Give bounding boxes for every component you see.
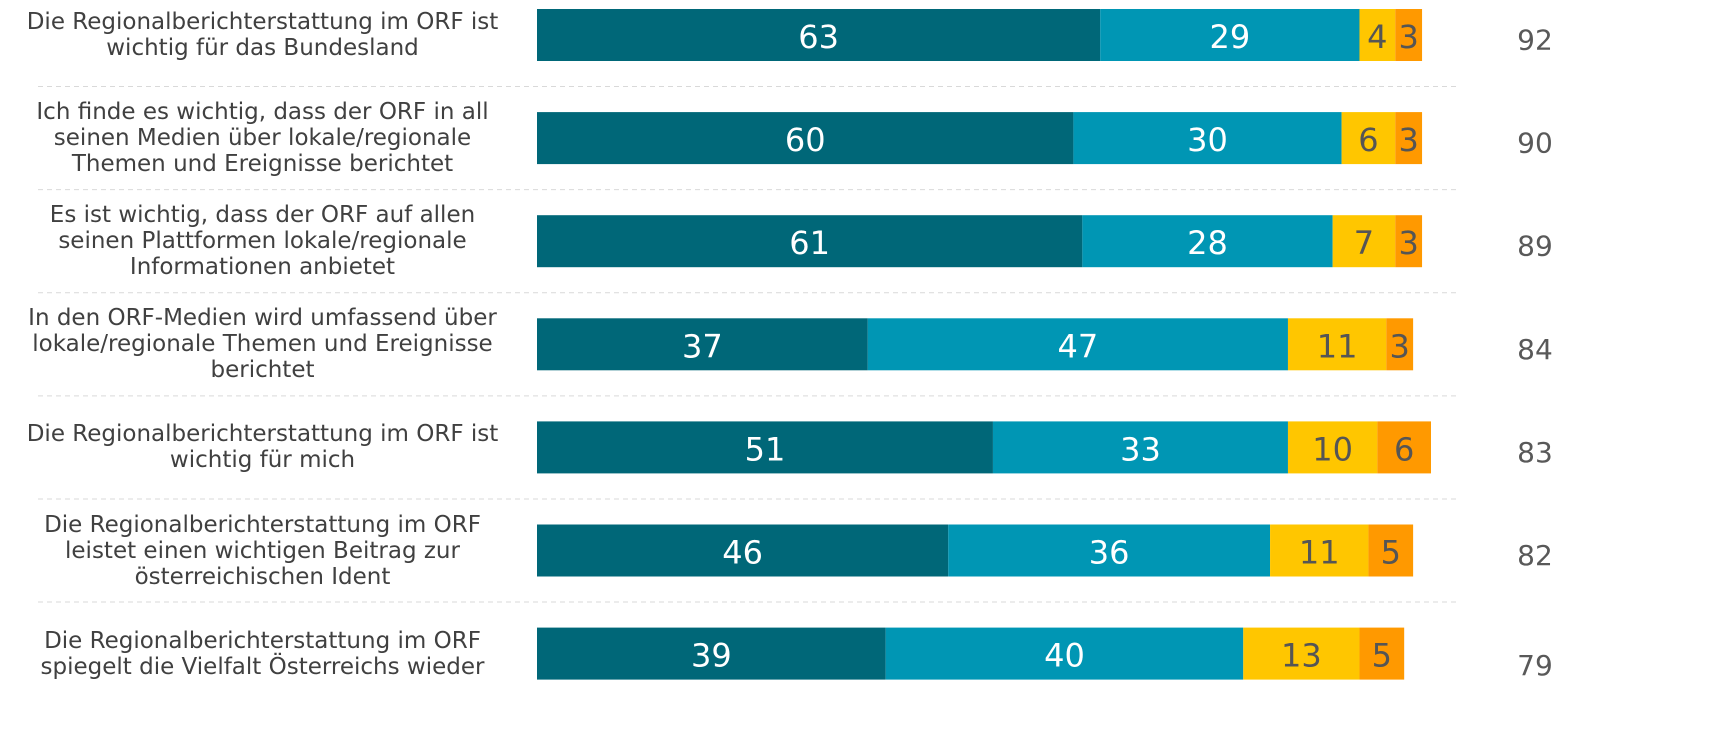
category-label: Es ist wichtig, dass der ORF auf allen s… xyxy=(49,202,476,281)
value-label: 46 xyxy=(722,534,763,572)
total-label: 90 xyxy=(1517,127,1553,160)
value-label: 3 xyxy=(1398,121,1418,159)
value-label: 11 xyxy=(1317,327,1358,365)
bar-segment xyxy=(1395,9,1423,61)
bar-segment xyxy=(948,524,1271,577)
bar-segment xyxy=(1386,318,1414,371)
value-label: 37 xyxy=(682,327,723,365)
total-label: 83 xyxy=(1517,436,1553,469)
value-label: 33 xyxy=(1120,430,1161,468)
value-label: 3 xyxy=(1398,224,1418,262)
bar-segment xyxy=(1243,627,1360,680)
value-label: 47 xyxy=(1058,327,1099,365)
value-label: 4 xyxy=(1367,18,1387,56)
bar-segment xyxy=(537,112,1074,165)
category-label: Die Regionalberichterstattung im ORF ist… xyxy=(26,421,499,474)
total-label: 79 xyxy=(1517,649,1553,682)
bar-segment xyxy=(537,318,868,371)
category-label: In den ORF-Medien wird umfassend über lo… xyxy=(28,305,497,384)
bar-segment xyxy=(1377,421,1431,474)
bar-segment xyxy=(867,318,1288,371)
value-label: 39 xyxy=(691,637,732,675)
value-label: 6 xyxy=(1394,430,1414,468)
bar-segment xyxy=(1287,421,1378,474)
bar-segment xyxy=(1073,112,1342,165)
category-label: Ich finde es wichtig, dass der ORF in al… xyxy=(36,99,489,178)
value-label: 5 xyxy=(1372,637,1392,675)
bar-segment xyxy=(1341,112,1396,165)
bar-segment xyxy=(1359,627,1405,680)
bar-segment xyxy=(537,524,949,577)
bar-segment xyxy=(537,215,1083,268)
bar-segment xyxy=(1082,215,1333,268)
bar-segment xyxy=(537,627,886,680)
bar-segment xyxy=(1359,9,1396,61)
category-label: Die Regionalberichterstattung im ORF lei… xyxy=(44,511,481,590)
bar-segment xyxy=(1270,524,1369,577)
value-label: 63 xyxy=(798,18,839,56)
value-label: 11 xyxy=(1299,534,1340,572)
bar-segment xyxy=(1368,524,1414,577)
value-label: 29 xyxy=(1209,18,1250,56)
bar-segment xyxy=(1100,9,1360,61)
bar-segment xyxy=(1395,215,1423,268)
bar-segment xyxy=(537,9,1101,61)
total-label: 92 xyxy=(1517,24,1553,57)
bar-segment xyxy=(1395,112,1423,165)
bar-segment xyxy=(537,421,993,474)
value-label: 3 xyxy=(1398,18,1418,56)
total-label: 82 xyxy=(1517,539,1553,572)
value-label: 10 xyxy=(1312,430,1353,468)
total-label: 84 xyxy=(1517,333,1553,366)
bar-segment xyxy=(1332,215,1396,268)
value-label: 51 xyxy=(745,430,786,468)
category-label: Die Regionalberichterstattung im ORF ist… xyxy=(26,9,499,61)
value-label: 60 xyxy=(785,121,826,159)
value-label: 40 xyxy=(1044,637,1085,675)
value-label: 5 xyxy=(1381,534,1401,572)
bar-segment xyxy=(992,421,1288,474)
value-label: 36 xyxy=(1089,534,1130,572)
value-label: 13 xyxy=(1281,637,1322,675)
value-label: 7 xyxy=(1354,224,1374,262)
total-label: 89 xyxy=(1517,230,1553,263)
value-label: 30 xyxy=(1187,121,1228,159)
value-label: 61 xyxy=(789,224,830,262)
value-label: 28 xyxy=(1187,224,1228,262)
bar-segment xyxy=(885,627,1244,680)
value-label: 6 xyxy=(1358,121,1378,159)
bar-segment xyxy=(1287,318,1387,371)
value-label: 3 xyxy=(1390,327,1410,365)
category-label: Die Regionalberichterstattung im ORF spi… xyxy=(40,627,485,680)
